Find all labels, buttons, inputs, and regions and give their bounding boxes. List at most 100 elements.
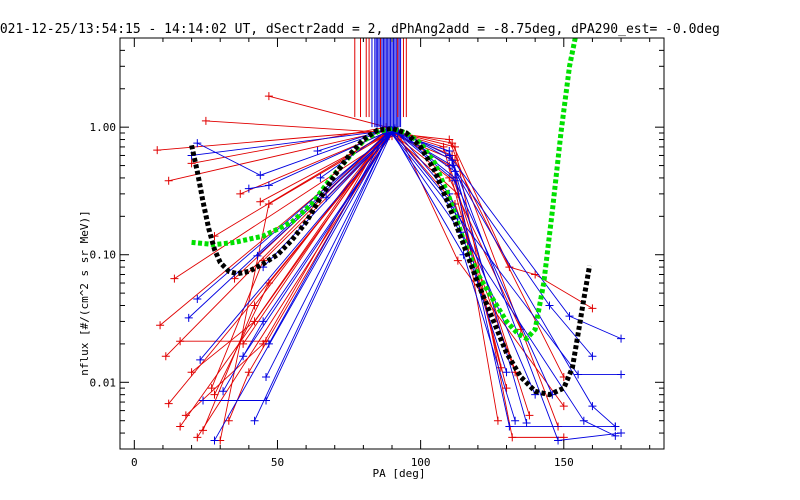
data-point xyxy=(156,321,165,330)
x-tick-label: 100 xyxy=(411,456,431,469)
data-point xyxy=(264,92,273,101)
series-35-blue xyxy=(193,126,391,180)
series-41-blue xyxy=(210,130,394,445)
series-65-green xyxy=(191,38,578,342)
x-tick-label: 0 xyxy=(131,456,138,469)
series-10-red xyxy=(176,132,391,431)
data-point xyxy=(611,422,620,431)
data-point xyxy=(559,402,568,411)
series-line xyxy=(205,120,393,134)
data-point xyxy=(502,384,511,393)
data-point xyxy=(230,274,239,283)
data-point xyxy=(493,416,502,425)
data-point xyxy=(316,173,325,182)
series-line xyxy=(199,132,393,361)
data-point xyxy=(525,411,534,420)
data-point xyxy=(264,199,273,208)
data-point xyxy=(264,181,273,190)
data-point xyxy=(508,433,517,442)
series-line xyxy=(388,129,622,376)
y-tick-label: 1.00 xyxy=(90,121,117,134)
data-point xyxy=(176,337,185,346)
data-point xyxy=(253,251,262,260)
series-line xyxy=(179,135,387,427)
data-point xyxy=(496,363,505,372)
series-66-black xyxy=(189,125,593,398)
series-67-blue xyxy=(371,38,402,128)
series-line xyxy=(191,129,393,156)
data-point xyxy=(181,411,190,420)
y-tick-label: 0.01 xyxy=(90,376,117,389)
data-point xyxy=(187,368,196,377)
data-point xyxy=(193,294,202,303)
data-point xyxy=(196,355,205,364)
series-line xyxy=(191,38,578,342)
series-line xyxy=(265,134,390,378)
data-point xyxy=(453,256,462,265)
data-point xyxy=(256,171,265,180)
series-line xyxy=(262,131,393,268)
data-point xyxy=(239,352,248,361)
data-point xyxy=(579,416,588,425)
data-point xyxy=(565,312,574,321)
series-1-red xyxy=(201,116,396,138)
data-point xyxy=(448,161,457,170)
x-axis-label: PA [deg] xyxy=(373,467,426,480)
series-line xyxy=(268,95,398,131)
x-tick-label: 50 xyxy=(271,456,284,469)
series-line xyxy=(242,132,393,357)
data-point xyxy=(164,176,173,185)
data-point xyxy=(201,116,210,125)
data-point xyxy=(617,334,626,343)
data-point xyxy=(199,396,208,405)
data-point xyxy=(250,416,259,425)
data-point xyxy=(170,274,179,283)
data-point xyxy=(588,402,597,411)
series-68-red xyxy=(354,38,407,118)
series-line xyxy=(174,135,393,279)
series-53-blue xyxy=(388,123,626,445)
series-line xyxy=(391,133,507,389)
series-39-blue xyxy=(196,129,396,364)
data-point xyxy=(322,193,331,202)
series-line xyxy=(260,129,396,203)
series-line xyxy=(320,126,393,179)
data-point xyxy=(199,426,208,435)
data-point xyxy=(244,368,253,377)
data-point xyxy=(505,422,514,431)
series-line xyxy=(325,127,396,199)
data-point xyxy=(611,431,620,440)
data-point xyxy=(445,147,454,156)
series-line xyxy=(214,134,390,441)
data-point xyxy=(450,176,459,185)
data-point xyxy=(161,352,170,361)
data-point xyxy=(617,370,626,379)
data-point xyxy=(262,396,271,405)
series-line xyxy=(254,132,390,421)
y-tick-label: 0.10 xyxy=(90,249,117,262)
y-axis-label: nflux [#/(cm^2 s sr MeV)] xyxy=(78,210,91,376)
series-line xyxy=(191,126,387,164)
data-point xyxy=(219,387,228,396)
data-point xyxy=(236,189,245,198)
data-point xyxy=(588,304,597,313)
data-point xyxy=(264,339,273,348)
data-point xyxy=(256,197,265,206)
data-point xyxy=(244,184,253,193)
data-point xyxy=(250,301,259,310)
data-point xyxy=(153,146,162,155)
data-point xyxy=(313,147,322,156)
series-4-red xyxy=(164,126,394,185)
series-13-red xyxy=(176,337,271,346)
data-point xyxy=(207,384,216,393)
series-47-blue xyxy=(262,130,394,382)
data-point xyxy=(445,135,454,144)
axes-layer: 0 50 100 150 0.01 0.10 1.00 xyxy=(90,37,665,469)
series-line xyxy=(268,132,387,345)
data-point xyxy=(262,373,271,382)
series-27-red xyxy=(393,127,568,411)
data-point xyxy=(176,422,185,431)
series-layer xyxy=(153,38,626,445)
data-point xyxy=(250,317,259,326)
data-point xyxy=(193,433,202,442)
